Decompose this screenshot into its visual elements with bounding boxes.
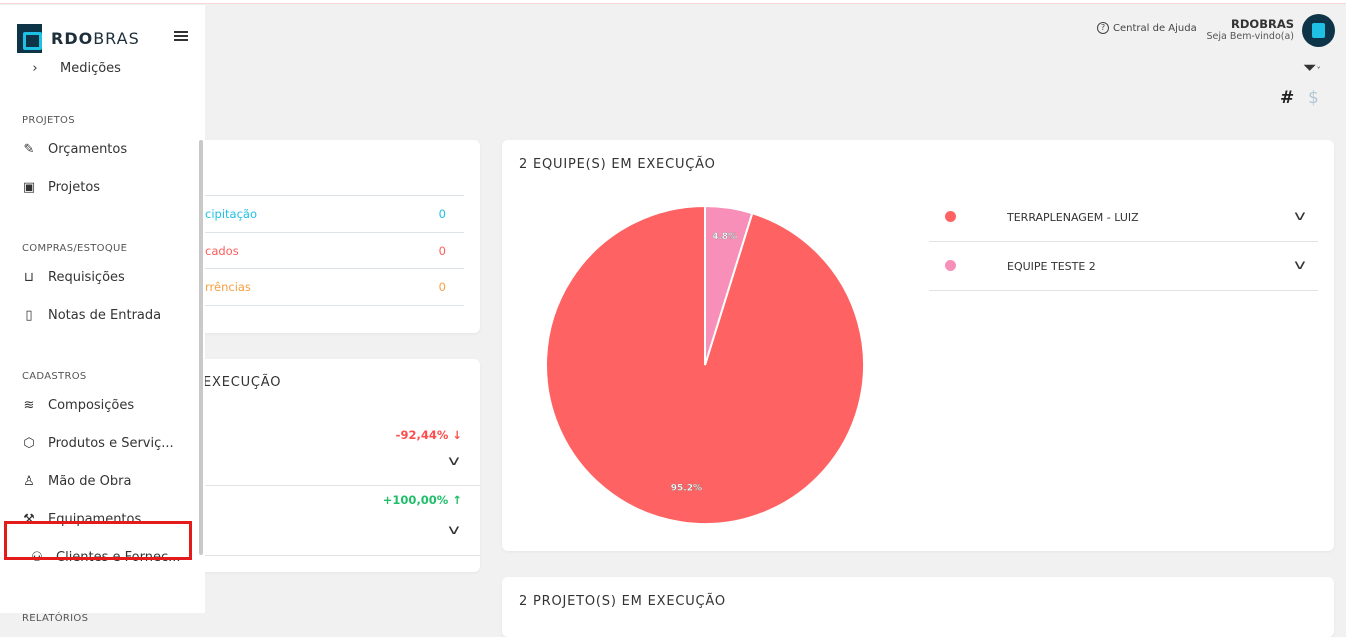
sidebar-section-title: PROJETOS <box>22 115 75 126</box>
sidebar-item[interactable]: ⬡ Produtos e Serviç... <box>22 436 174 451</box>
occurrence-label: cipitação <box>205 207 257 221</box>
sidebar-scrollbar[interactable] <box>199 140 203 555</box>
legend-label: EQUIPE TESTE 2 <box>1007 260 1096 273</box>
sidebar-item[interactable]: ✎ Orçamentos <box>22 142 128 157</box>
help-icon: ? <box>1097 22 1109 34</box>
chevron-down-icon[interactable]: v <box>448 523 460 538</box>
highlight-box <box>4 521 192 560</box>
legend-item[interactable]: EQUIPE TESTE 2 v <box>929 242 1318 291</box>
sidebar-item-label: Mão de Obra <box>48 474 132 489</box>
sidebar-item[interactable]: ⊔ Requisições <box>22 270 125 285</box>
sidebar-item[interactable]: ▯ Notas de Entrada <box>22 308 161 323</box>
top-border <box>0 0 1346 4</box>
hash-toggle[interactable]: # <box>1280 88 1295 108</box>
sidebar-item-label: Requisições <box>48 270 125 285</box>
pie-chart: 95.2% 4.8% <box>545 204 865 525</box>
menu-toggle-icon[interactable] <box>174 31 188 41</box>
variation-value: -92,44% ↓ <box>395 428 462 442</box>
dollar-toggle[interactable]: $ <box>1308 88 1319 108</box>
projects-card: 2 PROJETO(S) EM EXECUÇÃO <box>502 577 1334 637</box>
logo[interactable]: RDOBRAS <box>17 24 140 53</box>
legend-item[interactable]: TERRAPLENAGEM - LUIZ v <box>929 193 1318 242</box>
sidebar-item-label: Notas de Entrada <box>48 308 162 323</box>
chevron-down-icon[interactable]: v <box>1294 258 1306 273</box>
divider <box>60 305 464 306</box>
sidebar-item-label: Medições <box>60 61 121 76</box>
sidebar-item[interactable]: ▣ Projetos <box>22 180 100 195</box>
welcome-text: Seja Bem-vindo(a) <box>1206 31 1294 42</box>
wrench-icon: ⚒ <box>23 512 35 527</box>
sidebar-item[interactable]: ♙ Mão de Obra <box>22 474 131 489</box>
box-icon: ⬡ <box>23 436 35 451</box>
kanban-icon: ▣ <box>22 180 36 195</box>
legend-label: TERRAPLENAGEM - LUIZ <box>1007 211 1139 224</box>
chevron-down-icon[interactable]: v <box>1294 209 1306 224</box>
sidebar-item-label: Composições <box>48 398 135 413</box>
variation-value: +100,00% ↑ <box>382 493 462 507</box>
help-link[interactable]: ? Central de Ajuda <box>1097 22 1197 34</box>
sidebar: RDOBRAS › Medições PROJETOS ✎ Orçamentos ▣ Pr… <box>0 5 205 624</box>
layers-icon: ≋ <box>23 398 35 413</box>
user-info: RDOBRAS Seja Bem-vindo(a) <box>1206 17 1294 42</box>
arrow-icon: ↓ <box>452 428 462 442</box>
sidebar-section-title: RELATÓRIOS <box>22 613 89 624</box>
occurrence-row[interactable]: rrências 0 <box>60 268 464 305</box>
projects-card-title: 2 PROJETO(S) EM EXECUÇÃO <box>519 594 726 609</box>
teams-card: 2 EQUIPE(S) EM EXECUÇÃO 95.2% 4.8% TERRAP… <box>502 140 1334 551</box>
pie-data-label: 4.8% <box>712 232 737 242</box>
avatar[interactable] <box>1302 14 1335 47</box>
chevron-right-icon: › <box>32 61 38 76</box>
legend-dot <box>945 260 956 271</box>
brand-light: BRAS <box>93 29 140 48</box>
pie-slice[interactable] <box>704 204 754 366</box>
sidebar-item[interactable]: ≋ Composições <box>22 398 135 413</box>
pie-data-label: 95.2% <box>671 484 702 494</box>
card-title: EXECUÇÃO <box>203 375 282 390</box>
sidebar-item-label: Orçamentos <box>48 142 128 157</box>
sidebar-section-title: COMPRAS/ESTOQUE <box>22 243 128 254</box>
legend-dot <box>945 211 956 222</box>
bag-icon: ⊔ <box>23 270 35 285</box>
user-name: RDOBRAS <box>1231 17 1294 31</box>
teams-card-title: 2 EQUIPE(S) EM EXECUÇÃO <box>519 157 716 172</box>
occurrence-value: 0 <box>438 207 446 221</box>
occurrence-row[interactable]: cipitação 0 <box>60 195 464 232</box>
occurrence-value: 0 <box>438 280 446 294</box>
logo-mark <box>17 24 42 53</box>
arrow-icon: ↑ <box>452 493 462 507</box>
occurrence-row[interactable]: cados 0 <box>60 231 464 269</box>
sidebar-item-label: Projetos <box>48 180 101 195</box>
sidebar-item-label: Produtos e Serviç... <box>48 436 174 451</box>
project-row[interactable]: -92,44% ↓ v <box>60 414 480 485</box>
occurrence-label: cados <box>205 243 239 258</box>
pencil-icon: ✎ <box>23 142 35 157</box>
occurrence-label: rrências <box>205 280 251 294</box>
sidebar-section-title: CADASTROS <box>22 371 87 382</box>
file-icon: ▯ <box>25 308 33 323</box>
filter-icon[interactable]: ⏷˅ <box>1303 58 1321 78</box>
project-row[interactable]: +100,00% ↑ v <box>60 485 480 556</box>
sidebar-item-medicoes[interactable]: › Medições <box>28 61 121 76</box>
brand-bold: RDO <box>51 29 94 48</box>
user-icon: ♙ <box>23 474 35 489</box>
occurrence-value: 0 <box>438 243 446 258</box>
help-label: Central de Ajuda <box>1113 22 1197 34</box>
chevron-down-icon[interactable]: v <box>448 454 460 469</box>
